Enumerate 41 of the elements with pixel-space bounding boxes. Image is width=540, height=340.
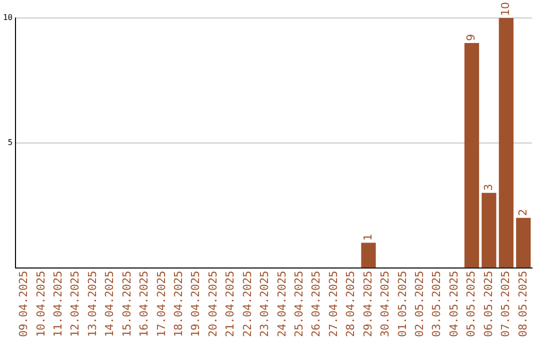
x-tick-label: 19.04.2025 bbox=[189, 270, 202, 338]
x-tick-label: 24.04.2025 bbox=[275, 270, 288, 338]
x-tick-label: 11.04.2025 bbox=[52, 270, 65, 338]
data-label: 1 bbox=[361, 234, 374, 241]
x-tick-label: 28.04.2025 bbox=[344, 270, 358, 338]
x-tick-label: 30.04.2025 bbox=[378, 270, 392, 338]
x-tick-label: 02.05.2025 bbox=[412, 270, 426, 338]
x-tick-label: 16.04.2025 bbox=[138, 270, 151, 338]
x-tick-label: 10.04.2025 bbox=[34, 270, 48, 338]
x-tick-label: 04.05.2025 bbox=[447, 270, 460, 338]
x-tick-label: 22.04.2025 bbox=[240, 270, 254, 338]
bar bbox=[516, 218, 531, 268]
x-tick-label: 14.04.2025 bbox=[103, 270, 116, 338]
x-tick-label: 29.04.2025 bbox=[361, 270, 374, 338]
x-tick-label: 05.05.2025 bbox=[464, 270, 478, 338]
x-tick-label: 03.05.2025 bbox=[430, 270, 444, 338]
x-tick-label: 08.05.2025 bbox=[516, 270, 530, 338]
x-tick-label: 07.05.2025 bbox=[499, 270, 512, 338]
x-tick-label: 13.04.2025 bbox=[86, 270, 99, 338]
x-tick-label: 25.04.2025 bbox=[292, 270, 306, 338]
x-tick-label: 09.04.2025 bbox=[17, 270, 30, 338]
bar bbox=[498, 18, 514, 268]
y-tick-label: 5 bbox=[8, 138, 13, 147]
x-tick-label: 12.04.2025 bbox=[68, 270, 82, 338]
data-label: 2 bbox=[516, 208, 530, 216]
x-tick-label: 20.04.2025 bbox=[206, 270, 220, 338]
x-tick-label: 23.04.2025 bbox=[258, 270, 272, 338]
x-tick-label: 15.04.2025 bbox=[120, 270, 134, 338]
x-tick-label: 17.04.2025 bbox=[154, 270, 168, 338]
bar bbox=[361, 242, 376, 268]
data-label: 10 bbox=[499, 2, 512, 16]
x-tick-label: 06.05.2025 bbox=[482, 270, 495, 338]
bar bbox=[482, 192, 496, 268]
x-tick-label: 01.05.2025 bbox=[396, 270, 409, 338]
x-tick-label: 26.04.2025 bbox=[310, 270, 323, 338]
x-tick-label: 18.04.2025 bbox=[172, 270, 186, 338]
bar bbox=[464, 42, 480, 268]
x-tick-label: 27.04.2025 bbox=[326, 270, 340, 338]
data-label: 9 bbox=[464, 34, 478, 41]
data-label: 3 bbox=[482, 184, 495, 191]
x-tick-label: 21.04.2025 bbox=[224, 270, 237, 338]
